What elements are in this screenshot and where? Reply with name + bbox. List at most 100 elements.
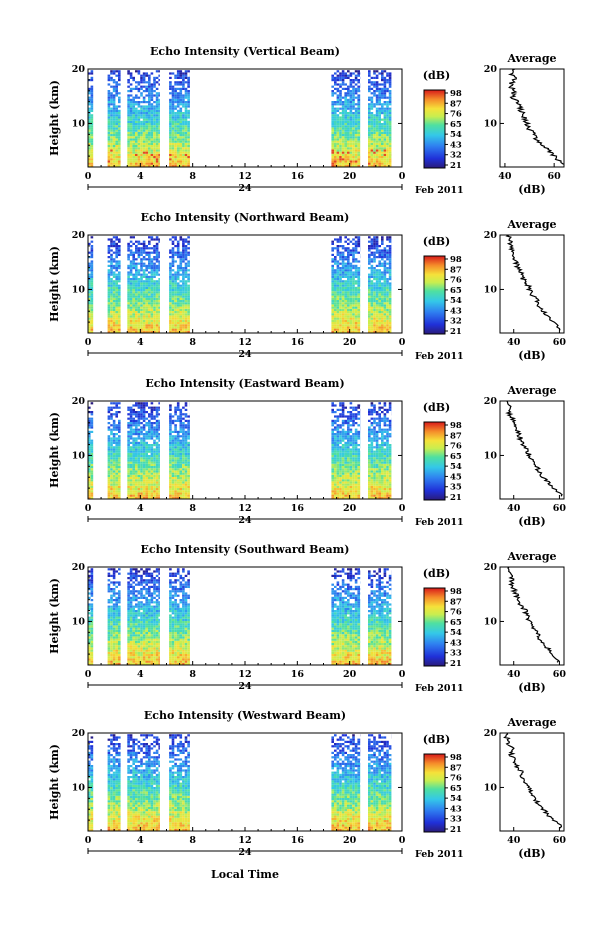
heatmap-cell <box>339 300 342 303</box>
heatmap-cell <box>179 76 183 79</box>
heatmap-cell <box>110 481 113 484</box>
x-tick-label: 4 <box>137 337 144 348</box>
heatmap-cell <box>331 149 334 152</box>
heatmap-cell <box>137 402 141 405</box>
heatmap-cell <box>174 297 177 300</box>
heatmap-cell <box>148 293 151 296</box>
heatmap-cell <box>354 311 358 314</box>
heatmap-cell <box>137 308 141 311</box>
heatmap-cell <box>140 470 143 473</box>
heatmap-cell <box>184 131 188 134</box>
heatmap-cell <box>339 72 342 75</box>
heatmap-cell <box>182 87 185 90</box>
heatmap-cell <box>334 72 337 75</box>
heatmap-cell <box>370 251 374 254</box>
heatmap-cell <box>153 315 156 318</box>
heatmap-cell <box>135 295 138 298</box>
colorbar <box>423 255 446 335</box>
heatmap-cell <box>150 98 154 101</box>
heatmap-cell <box>357 275 360 278</box>
heatmap-cell <box>171 247 175 250</box>
heatmap-cell <box>347 112 350 115</box>
heatmap-cell <box>347 101 350 104</box>
heatmap-cell <box>153 162 156 165</box>
heatmap-cell <box>344 319 347 322</box>
heatmap-cell <box>169 494 172 497</box>
heatmap-cell <box>347 324 350 327</box>
heatmap-cell <box>145 483 148 486</box>
heatmap-cell <box>135 485 138 488</box>
heatmap-cell <box>370 242 374 245</box>
heatmap-cell <box>383 90 387 93</box>
x-tick-label: 20 <box>343 171 357 182</box>
heatmap-cell <box>135 103 138 106</box>
heatmap-cell <box>129 315 133 318</box>
heatmap-cell <box>135 428 138 431</box>
heatmap-cell <box>370 123 374 126</box>
heatmap-cell <box>174 308 177 311</box>
heatmap-cell <box>127 422 130 425</box>
heatmap-cell <box>150 417 154 420</box>
heatmap-cell <box>107 153 111 156</box>
heatmap-cell <box>88 324 91 327</box>
heatmap-cell <box>373 275 376 278</box>
heatmap-cell <box>107 134 111 137</box>
heatmap-cell <box>107 120 111 123</box>
heatmap-cell <box>352 92 355 95</box>
heatmap-cell <box>137 435 141 438</box>
heatmap-cell <box>129 72 133 75</box>
heatmap-cell <box>334 326 337 329</box>
heatmap-cell <box>145 131 148 134</box>
heatmap-cell <box>388 278 392 281</box>
heatmap-cell <box>370 118 374 121</box>
heatmap-cell <box>158 158 160 161</box>
heatmap-cell <box>370 306 374 309</box>
heatmap-cell <box>349 262 353 265</box>
heatmap-cell <box>127 481 130 484</box>
heatmap-cell <box>171 289 175 292</box>
heatmap-cell <box>182 291 185 294</box>
heatmap-cell <box>135 483 138 486</box>
heatmap-cell <box>184 492 188 495</box>
heatmap-cell <box>150 300 154 303</box>
heatmap-cell <box>375 256 379 259</box>
heatmap-cell <box>341 70 345 73</box>
heatmap-cell <box>383 267 387 270</box>
heatmap-cell <box>341 109 345 112</box>
heatmap-cell <box>110 485 113 488</box>
heatmap-cell <box>352 164 355 167</box>
heatmap-cell <box>115 439 118 442</box>
heatmap-cell <box>118 455 121 458</box>
heatmap-cell <box>142 315 146 318</box>
heatmap-cell <box>112 474 116 477</box>
heatmap-cell <box>118 452 121 455</box>
heatmap-cell <box>137 488 141 491</box>
heatmap-cell <box>370 145 374 148</box>
average-frame <box>499 234 565 334</box>
heatmap-cell <box>370 114 374 117</box>
heatmap-cell <box>155 472 159 475</box>
heatmap-cell <box>357 164 360 167</box>
heatmap-cell <box>118 140 121 143</box>
heatmap-cell <box>127 278 130 281</box>
heatmap-cell <box>171 123 175 126</box>
heatmap-cell <box>153 156 156 159</box>
heatmap-cell <box>132 136 135 139</box>
heatmap-cell <box>137 136 141 139</box>
heatmap-cell <box>357 96 360 99</box>
heatmap-cell <box>142 112 146 115</box>
heatmap-cell <box>137 306 141 309</box>
heatmap-cell <box>383 319 387 322</box>
heatmap-cell <box>148 120 151 123</box>
heatmap-cell <box>150 238 154 241</box>
heatmap-cell <box>135 494 138 497</box>
heatmap-cell <box>349 164 353 167</box>
heatmap-cell <box>370 315 374 318</box>
heatmap-cell <box>347 300 350 303</box>
heatmap-cell <box>158 118 160 121</box>
heatmap-cell <box>129 116 133 119</box>
heatmap-cell <box>370 289 374 292</box>
heatmap-cell <box>90 134 94 137</box>
heatmap-cell <box>132 145 135 148</box>
heatmap-cell <box>341 262 345 265</box>
